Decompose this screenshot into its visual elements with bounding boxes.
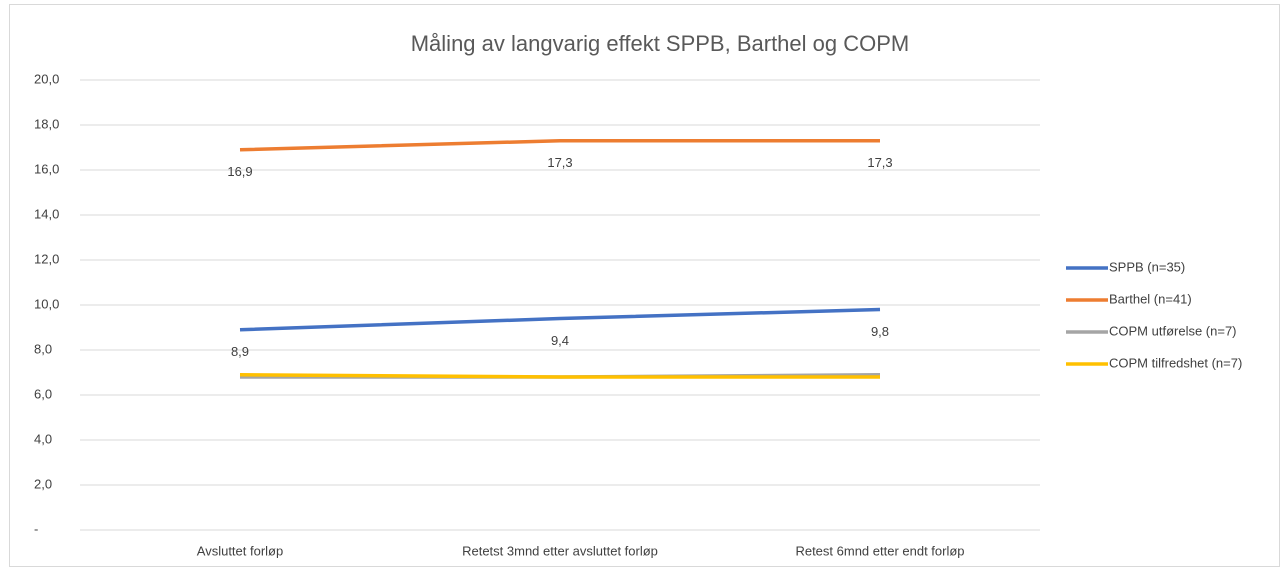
legend-label: COPM tilfredshet (n=7) [1109,355,1242,370]
y-tick-label: 16,0 [34,161,59,176]
data-label: 9,4 [551,333,569,348]
legend-label: SPPB (n=35) [1109,259,1185,274]
y-tick-label: 20,0 [34,71,59,86]
x-tick-label: Avsluttet forløp [197,543,283,558]
y-tick-label: 4,0 [34,431,52,446]
data-label: 9,8 [871,324,889,339]
y-tick-label: 14,0 [34,206,59,221]
data-label: 17,3 [867,155,892,170]
x-tick-label: Retetst 3mnd etter avsluttet forløp [462,543,658,558]
series-line [239,373,880,379]
x-tick-label: Retest 6mnd etter endt forløp [795,543,964,558]
series-line [239,307,881,332]
y-tick-label: 2,0 [34,476,52,491]
y-tick-label: 12,0 [34,251,59,266]
y-tick-label: 18,0 [34,116,59,131]
data-label: 16,9 [227,164,252,179]
y-tick-label: 8,0 [34,341,52,356]
chart-title: Måling av langvarig effekt SPPB, Barthel… [411,31,910,56]
y-tick-label: - [34,521,38,536]
data-label: 17,3 [547,155,572,170]
chart-border [9,4,1280,567]
y-tick-label: 10,0 [34,296,59,311]
legend-label: Barthel (n=41) [1109,291,1192,306]
legend-label: COPM utførelse (n=7) [1109,323,1237,338]
data-label: 8,9 [231,344,249,359]
series-line [239,139,880,152]
y-tick-label: 6,0 [34,386,52,401]
